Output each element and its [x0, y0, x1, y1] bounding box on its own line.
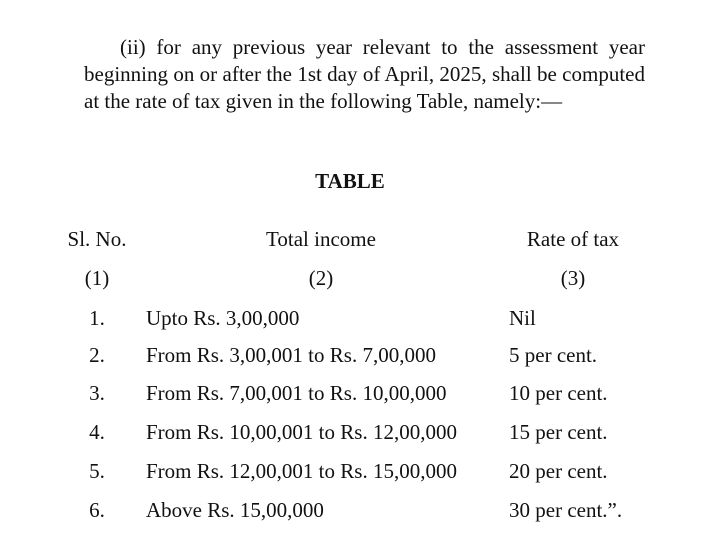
row-rate-of-tax: 15 per cent. [509, 420, 608, 444]
row-sl-no: 6. [89, 498, 105, 522]
row-rate-of-tax: Nil [509, 306, 536, 330]
row-sl-no: 1. [89, 306, 105, 330]
row-total-income: Upto Rs. 3,00,000 [146, 306, 300, 330]
row-total-income: From Rs. 12,00,001 to Rs. 15,00,000 [146, 459, 457, 483]
row-total-income: From Rs. 7,00,001 to Rs. 10,00,000 [146, 381, 447, 405]
row-total-income: From Rs. 10,00,001 to Rs. 12,00,000 [146, 420, 457, 444]
row-sl-no: 3. [89, 381, 105, 405]
header-sl-no: Sl. No. [67, 227, 127, 251]
row-rate-of-tax: 20 per cent. [509, 459, 608, 483]
header-rate-of-tax: Rate of tax [526, 227, 620, 251]
clause-paragraph: (ii) for any previous year relevant to t… [84, 35, 645, 113]
row-total-income: Above Rs. 15,00,000 [146, 498, 324, 522]
column-number-1: (1) [84, 266, 110, 290]
row-rate-of-tax: 30 per cent.”. [509, 498, 623, 522]
table-title: TABLE [315, 169, 385, 193]
row-total-income: From Rs. 3,00,001 to Rs. 7,00,000 [146, 343, 436, 367]
row-sl-no: 5. [89, 459, 105, 483]
row-rate-of-tax: 10 per cent. [509, 381, 608, 405]
column-number-2: (2) [308, 266, 334, 290]
row-sl-no: 2. [89, 343, 105, 367]
row-sl-no: 4. [89, 420, 105, 444]
header-total-income: Total income [266, 227, 376, 251]
column-number-3: (3) [560, 266, 586, 290]
row-rate-of-tax: 5 per cent. [509, 343, 598, 367]
